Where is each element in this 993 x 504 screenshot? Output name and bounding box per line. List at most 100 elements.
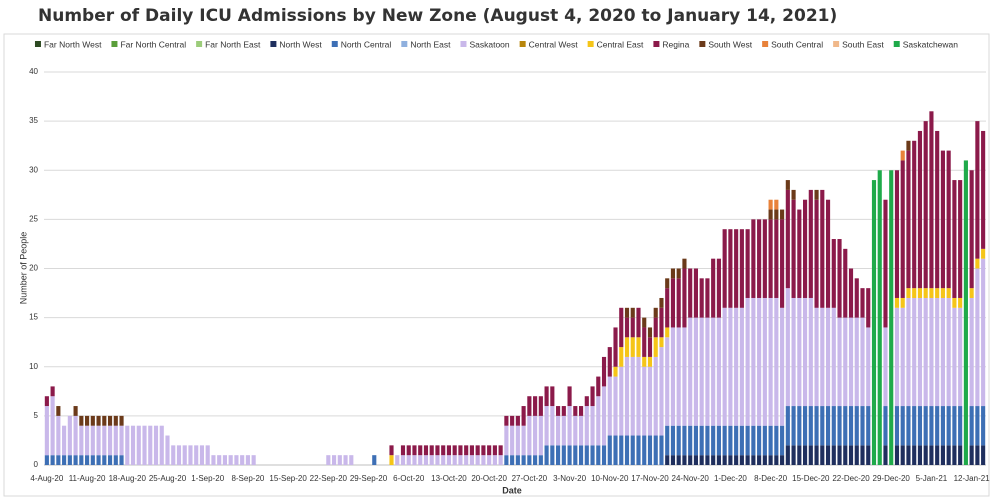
y-tick-label: 5 [34,411,39,420]
bar-segment [785,406,790,446]
x-tick-label: 1-Sep-20 [191,474,224,483]
bar-segment [791,189,796,200]
bar-segment [567,445,572,465]
bar-segment [682,425,687,456]
bar-segment [487,455,492,465]
bar-segment [624,435,630,465]
bar-segment [96,415,101,426]
bar-segment [734,425,739,456]
bar-segment [647,366,653,436]
bar-segment [946,150,951,289]
legend-label: South Central [771,39,823,49]
bar-segment [900,445,905,465]
bar-segment [44,396,49,407]
bar-segment [946,445,951,465]
bar-segment [825,406,831,446]
bar-segment [113,455,118,465]
bar-segment [969,445,974,465]
bar-segment [900,406,905,446]
legend-swatch [587,41,594,47]
bar-segment [716,425,721,456]
bar-segment [171,445,176,465]
bar-segment [843,445,848,465]
bar-segment [871,180,877,465]
bar-segment [464,445,469,456]
bar-segment [981,445,986,465]
bar-segment [825,445,831,465]
bar-segment [578,406,584,416]
bar-segment [578,445,584,465]
legend-label: South West [708,39,752,49]
legend-swatch [270,41,277,47]
legend-label: Far North West [44,39,102,49]
bar-segment [848,406,854,446]
bar-segment [843,248,848,318]
bar-segment [774,297,779,426]
x-tick-label: 17-Nov-20 [631,474,669,483]
bar-segment [923,121,928,289]
bar-segment [745,455,750,465]
bar-segment [768,297,773,426]
bar-segment [556,415,561,446]
bar-segment [73,415,78,456]
bar-segment [820,307,825,407]
bar-segment [906,406,911,446]
bar-segment [762,219,767,298]
bar-segment [630,337,635,357]
bar-segment [441,445,446,456]
bar-segment [940,445,945,465]
y-axis-label: Number of People [18,232,28,305]
bar-segment [802,406,808,446]
bar-segment [418,445,423,456]
bar-segment [504,425,509,456]
bar-segment [866,327,871,407]
bar-segment [624,356,630,436]
bar-segment [613,366,618,377]
y-tick-label: 30 [29,165,38,174]
bar-segment [762,297,767,426]
bar-segment [808,406,813,446]
bar-segment [659,347,664,436]
bar-segment [228,455,233,465]
bar-segment [981,406,986,446]
bar-segment [607,376,612,436]
y-tick-label: 40 [29,67,38,76]
x-tick-label: 6-Oct-20 [393,474,425,483]
bar-segment [458,445,463,456]
bar-segment [630,435,635,465]
legend-label: Far North Central [120,39,186,49]
bar-segment [935,297,940,407]
bar-segment [808,297,813,407]
bar-segment [538,415,543,456]
bar-segment [234,455,239,465]
bar-segment [596,376,601,397]
bar-segment [688,425,693,456]
bar-segment [619,366,624,436]
bar-segment [682,455,687,465]
bar-segment [481,455,486,465]
bar-segment [831,445,836,465]
bar-segment [533,455,538,465]
bar-segment [469,455,474,465]
x-tick-label: 27-Oct-20 [512,474,548,483]
bar-segment [395,455,400,465]
y-tick-label: 10 [29,362,38,371]
bar-segment [906,445,911,465]
x-tick-label: 13-Oct-20 [431,474,467,483]
bar-segment [125,425,130,465]
bar-segment [734,455,739,465]
bar-segment [515,415,520,426]
bar-segment [923,288,928,298]
bar-segment [607,347,612,377]
bar-segment [837,445,842,465]
bar-segment [659,337,664,348]
bar-segment [584,396,589,407]
bar-segment [716,455,721,465]
bar-segment [670,327,676,426]
bar-segment [676,425,681,456]
bar-segment [561,406,566,416]
bar-segment [412,445,417,456]
bar-segment [492,455,497,465]
bar-segment [734,229,739,308]
legend-swatch [111,41,118,47]
